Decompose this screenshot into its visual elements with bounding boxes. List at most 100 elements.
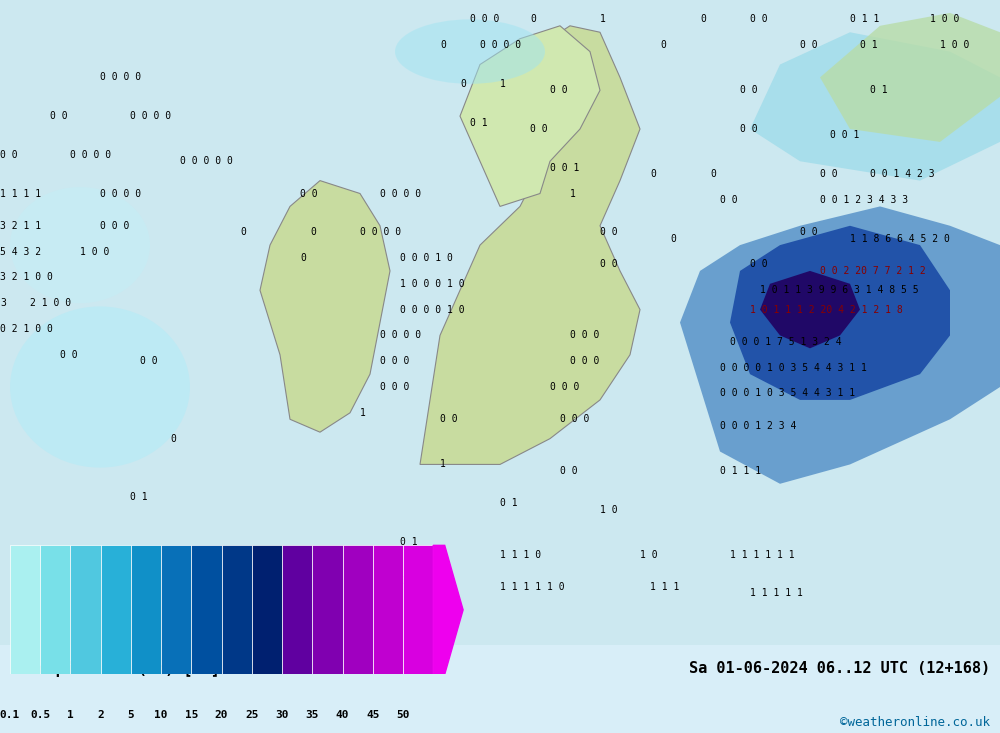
Bar (373, 545, 403, 674)
Text: Sa 01-06-2024 06..12 UTC (12+168): Sa 01-06-2024 06..12 UTC (12+168) (689, 661, 990, 676)
Text: 5: 5 (128, 710, 134, 720)
Text: 1 1 1 0: 1 1 1 0 (500, 550, 541, 560)
Text: 0: 0 (440, 40, 446, 50)
Text: 0 0 0: 0 0 0 (570, 356, 599, 366)
Text: 0: 0 (240, 227, 246, 237)
Text: 0 1: 0 1 (470, 117, 488, 128)
Text: 0 0 0 0: 0 0 0 0 (70, 150, 111, 160)
Text: 0 0: 0 0 (0, 150, 18, 160)
Text: 0 0 2 20 7 7 2 1 2: 0 0 2 20 7 7 2 1 2 (820, 266, 926, 276)
Text: 0 0 0 1 2 3 4: 0 0 0 1 2 3 4 (720, 421, 796, 431)
Text: 0: 0 (710, 169, 716, 179)
Text: ©weatheronline.co.uk: ©weatheronline.co.uk (840, 715, 990, 729)
Text: 1 1 1 1 1 1: 1 1 1 1 1 1 (730, 550, 795, 560)
Text: 2 1 0 0: 2 1 0 0 (30, 298, 71, 308)
Text: 0: 0 (460, 79, 466, 89)
Text: 0 0: 0 0 (800, 227, 818, 237)
Text: 0 0 0 1 7 5 1 3 2 4: 0 0 0 1 7 5 1 3 2 4 (730, 337, 842, 347)
Text: 1 1 1 1: 1 1 1 1 (0, 188, 41, 199)
Text: 0 0: 0 0 (440, 414, 458, 424)
Text: 0 0: 0 0 (60, 350, 78, 360)
Text: 0 1: 0 1 (400, 537, 418, 547)
Text: 0 0 0 0: 0 0 0 0 (380, 331, 421, 340)
Bar (10, 545, 40, 674)
Polygon shape (760, 271, 860, 348)
Text: 0 0 0 0: 0 0 0 0 (480, 40, 521, 50)
Bar (131, 545, 161, 674)
Bar (343, 545, 373, 674)
Text: 0 0 1 2 3 4 3 3: 0 0 1 2 3 4 3 3 (820, 195, 908, 205)
Text: 0 0: 0 0 (50, 111, 68, 121)
Text: 1 0 0: 1 0 0 (80, 246, 109, 257)
Text: 45: 45 (366, 710, 379, 720)
Text: 0.1: 0.1 (0, 710, 20, 720)
Bar (222, 545, 252, 674)
Text: 1 0: 1 0 (640, 550, 658, 560)
Text: 0 0 0: 0 0 0 (470, 15, 499, 24)
Ellipse shape (395, 19, 545, 84)
Text: 3 2 1 0 0: 3 2 1 0 0 (0, 273, 53, 282)
Bar (191, 545, 222, 674)
Text: 15: 15 (185, 710, 198, 720)
Text: 0.5: 0.5 (30, 710, 50, 720)
Text: 0: 0 (700, 15, 706, 24)
Text: 0 0: 0 0 (740, 124, 758, 134)
Ellipse shape (10, 187, 150, 303)
Text: 0 0 0 0: 0 0 0 0 (100, 73, 141, 82)
Text: 1: 1 (440, 460, 446, 469)
Bar (40, 545, 70, 674)
Text: 0 1: 0 1 (130, 492, 148, 501)
Bar (282, 545, 312, 674)
FancyArrow shape (433, 545, 463, 674)
Bar (101, 545, 131, 674)
Text: 2: 2 (97, 710, 104, 720)
Text: 0 0: 0 0 (750, 15, 768, 24)
Bar (161, 545, 191, 674)
Text: 0 1: 0 1 (500, 498, 518, 508)
Text: 0 1: 0 1 (860, 40, 878, 50)
Text: 0 0 1: 0 0 1 (830, 130, 859, 141)
Text: 1 0 1 1 1 2 20 4 2 1 2 1 8: 1 0 1 1 1 2 20 4 2 1 2 1 8 (750, 305, 903, 314)
Text: 5 4 3 2: 5 4 3 2 (0, 246, 41, 257)
Text: 0 0 0: 0 0 0 (380, 382, 409, 392)
Text: 0 1 1 1: 0 1 1 1 (720, 466, 761, 476)
Polygon shape (730, 226, 950, 400)
Text: 0 0 0 1 0: 0 0 0 1 0 (400, 253, 453, 263)
Text: 1 0 0: 1 0 0 (930, 15, 959, 24)
Text: 0 0 0: 0 0 0 (100, 221, 129, 231)
Text: 0 1 1: 0 1 1 (850, 15, 879, 24)
Text: 0: 0 (670, 234, 676, 243)
Text: 25: 25 (245, 710, 259, 720)
Text: 0: 0 (650, 169, 656, 179)
Text: 0 0 0 0: 0 0 0 0 (380, 188, 421, 199)
Polygon shape (460, 26, 600, 207)
Text: 0 0 0 0 0: 0 0 0 0 0 (180, 156, 233, 166)
Text: 0: 0 (170, 434, 176, 443)
Text: 0: 0 (310, 227, 316, 237)
Text: 0 0 0: 0 0 0 (560, 414, 589, 424)
Text: 0 0 1 4 2 3: 0 0 1 4 2 3 (870, 169, 935, 179)
Polygon shape (260, 180, 390, 432)
Text: 0 0 0: 0 0 0 (380, 356, 409, 366)
Text: 0 0: 0 0 (820, 169, 838, 179)
Text: 0 0: 0 0 (550, 85, 568, 95)
Text: 0 0 0 0: 0 0 0 0 (130, 111, 171, 121)
Text: 3 2 1 1: 3 2 1 1 (0, 221, 41, 231)
Bar (252, 545, 282, 674)
Text: 0 0: 0 0 (740, 85, 758, 95)
Text: 1: 1 (600, 15, 606, 24)
Text: 0 0: 0 0 (800, 40, 818, 50)
Polygon shape (680, 207, 1000, 484)
Text: 0 1: 0 1 (400, 575, 418, 586)
Text: 0 0 0 0: 0 0 0 0 (100, 188, 141, 199)
Text: 0 0 1: 0 0 1 (550, 163, 579, 173)
Polygon shape (750, 32, 1000, 180)
Text: 1 1 8 6 6 4 5 2 0: 1 1 8 6 6 4 5 2 0 (850, 234, 950, 243)
Text: 10: 10 (154, 710, 168, 720)
Text: 0 0: 0 0 (600, 227, 618, 237)
Text: 0 0: 0 0 (300, 188, 318, 199)
Text: 1: 1 (570, 188, 576, 199)
Text: 20: 20 (215, 710, 228, 720)
Bar (403, 545, 433, 674)
Text: 1 1 1 1 1: 1 1 1 1 1 (750, 589, 803, 598)
